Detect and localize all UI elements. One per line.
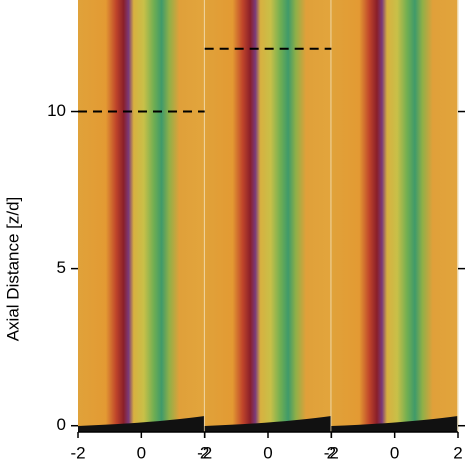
x-tick-label: -2	[324, 443, 339, 462]
x-tick-label: -2	[197, 443, 212, 462]
y-tick-label: 0	[57, 415, 66, 434]
x-tick-label: 2	[200, 443, 209, 462]
ground	[204, 416, 332, 432]
ground	[78, 416, 205, 432]
x-tick-label: 0	[137, 443, 146, 462]
schlieren-image	[331, 0, 458, 432]
x-tick-label: 2	[327, 443, 336, 462]
y-tick-label: 10	[47, 101, 66, 120]
y-tick-label: 5	[57, 258, 66, 277]
x-tick-label: 0	[390, 443, 399, 462]
x-tick-label: 2	[453, 443, 462, 462]
ground	[331, 416, 458, 432]
image-panels	[78, 0, 459, 432]
y-axis-label: Axial Distance [z/d]	[3, 197, 22, 342]
x-tick-label: 0	[263, 443, 272, 462]
schlieren-image	[78, 0, 205, 432]
schlieren-image	[204, 0, 332, 432]
x-tick-label: -2	[70, 443, 85, 462]
